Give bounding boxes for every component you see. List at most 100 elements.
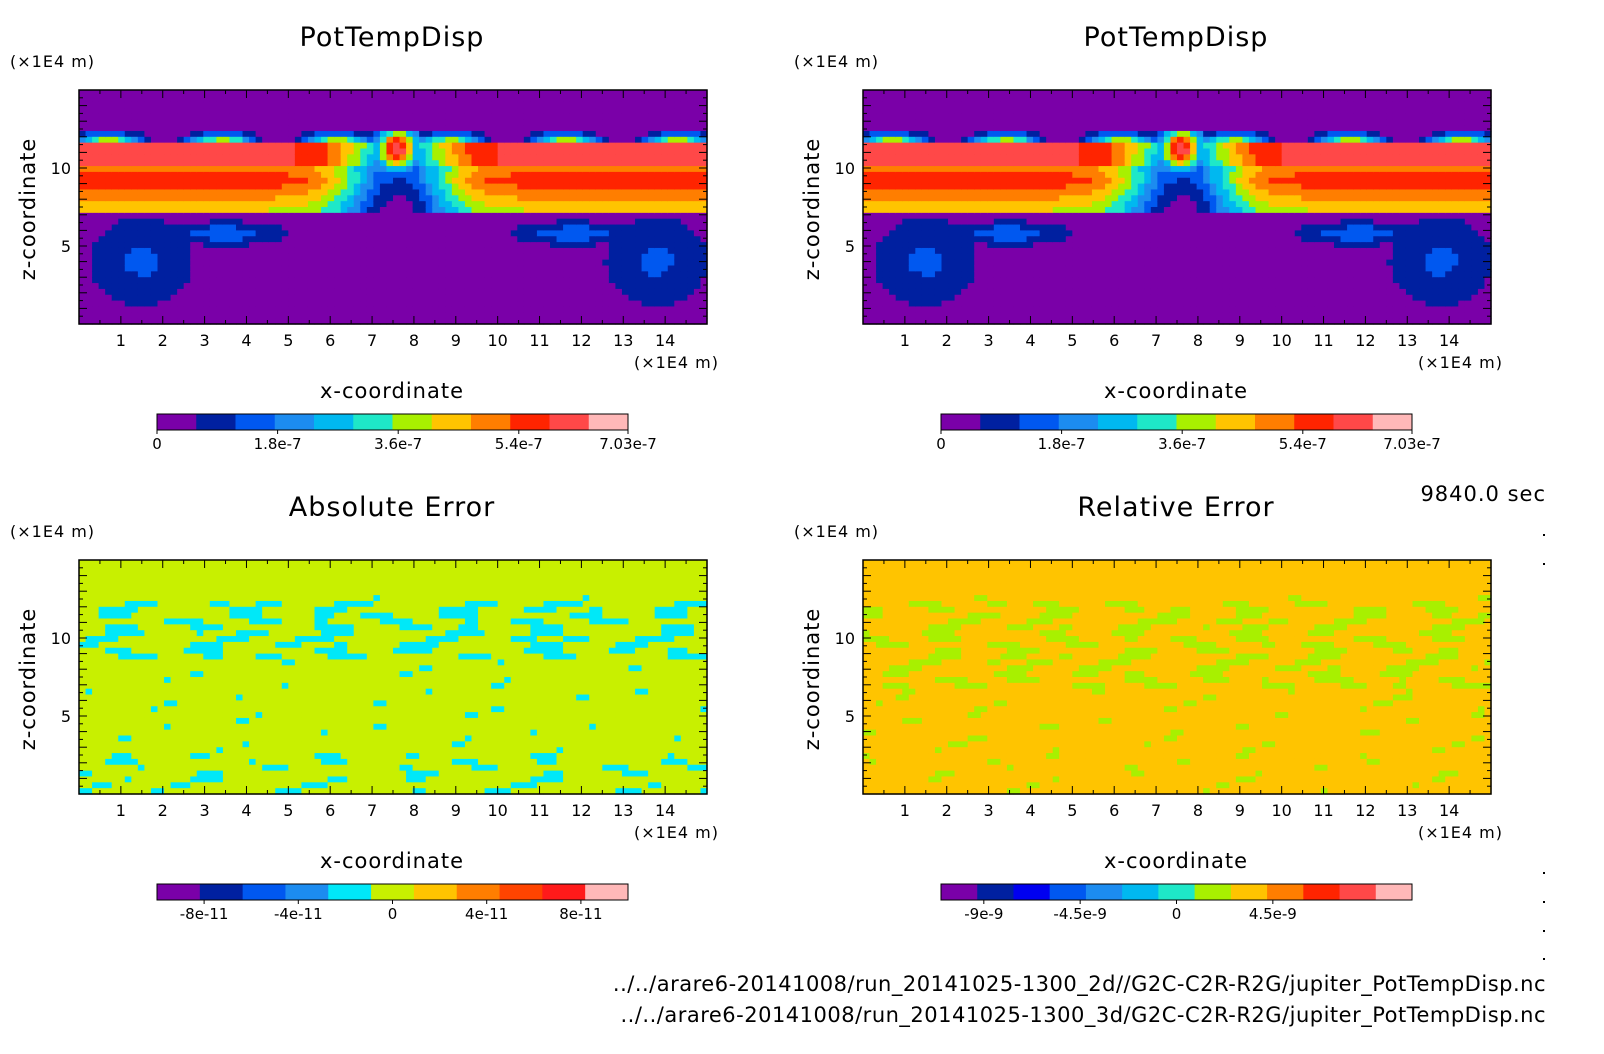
heatmap-cell [425, 236, 433, 243]
heatmap-cell [236, 312, 244, 319]
heatmap-cell [941, 166, 949, 173]
heatmap-cell [948, 306, 956, 313]
heatmap-cell [941, 212, 949, 220]
heatmap-cell [216, 259, 224, 267]
heatmap-cell [628, 101, 636, 109]
heatmap-cell [491, 189, 499, 196]
heatmap-cell [876, 265, 884, 272]
heatmap-cell [863, 212, 871, 220]
heatmap-cell [635, 253, 643, 261]
heatmap-cell [301, 218, 309, 226]
heatmap-cell [327, 148, 335, 155]
heatmap-cell [928, 171, 936, 179]
heatmap-cell [85, 148, 93, 155]
heatmap-cell [464, 166, 473, 173]
heatmap-cell [222, 207, 231, 214]
heatmap-cell [948, 189, 956, 196]
heatmap-cell [895, 119, 903, 126]
heatmap-cell [137, 107, 146, 114]
heatmap-cell [961, 259, 969, 267]
heatmap-cell [137, 160, 146, 167]
heatmap-cell [980, 212, 988, 220]
heatmap-cell [242, 154, 250, 161]
heatmap-cell [288, 318, 296, 325]
heatmap-cell [464, 283, 473, 290]
heatmap-cell [190, 166, 198, 173]
heatmap-cell [563, 107, 571, 114]
heatmap-cell [445, 160, 453, 167]
heatmap-cell [347, 271, 355, 278]
heatmap-cell [948, 253, 956, 261]
heatmap-cell [550, 177, 558, 185]
heatmap-cell [307, 136, 316, 144]
heatmap-cell [137, 95, 146, 103]
x-tick-label: 10 [487, 331, 507, 350]
heatmap-cell [921, 230, 930, 237]
heatmap-cell [281, 154, 289, 161]
heatmap-cell [340, 224, 348, 231]
heatmap-cell [157, 242, 165, 249]
heatmap-cell [915, 142, 923, 150]
heatmap-cell [876, 101, 884, 109]
heatmap-cell [170, 300, 178, 308]
heatmap-cell [621, 154, 630, 161]
heatmap-cell [993, 130, 1001, 138]
heatmap-cell [1020, 207, 1028, 214]
heatmap-cell [379, 195, 388, 202]
heatmap-cell [111, 294, 119, 302]
heatmap-cell [928, 283, 936, 290]
heatmap-cell [517, 95, 525, 103]
heatmap-cell [1013, 136, 1021, 144]
heatmap-cell [510, 300, 518, 308]
heatmap-cell [334, 306, 342, 313]
heatmap-cell [327, 288, 335, 296]
heatmap-cell [177, 183, 185, 191]
heatmap-cell [327, 142, 335, 150]
heatmap-cell [635, 247, 643, 255]
heatmap-cell [222, 242, 231, 249]
heatmap-cell [242, 312, 250, 319]
heatmap-cell [131, 177, 139, 185]
heatmap-cell [386, 201, 394, 208]
heatmap-cell [406, 160, 414, 167]
heatmap-cell [327, 318, 335, 325]
heatmap-cell [941, 113, 949, 120]
heatmap-cell [209, 136, 217, 144]
heatmap-cell [961, 130, 969, 138]
heatmap-cell [458, 183, 466, 191]
heatmap-cell [406, 101, 414, 109]
heatmap-cell [961, 306, 969, 313]
heatmap-cell [92, 224, 100, 231]
heatmap-cell [340, 142, 348, 150]
heatmap-cell [111, 125, 119, 132]
heatmap-cell [242, 136, 250, 144]
heatmap-cell [183, 160, 191, 167]
heatmap-cell [360, 265, 368, 272]
heatmap-cell [98, 277, 106, 284]
heatmap-cell [288, 236, 296, 243]
heatmap-cell [478, 107, 486, 114]
heatmap-cell [340, 277, 348, 284]
heatmap-cell [301, 171, 309, 179]
heatmap-cell [648, 236, 656, 243]
heatmap-cell [569, 154, 577, 161]
heatmap-cell [915, 259, 923, 267]
heatmap-cell [79, 300, 87, 308]
heatmap-cell [85, 160, 93, 167]
heatmap-cell [98, 125, 106, 132]
heatmap-cell [869, 125, 877, 132]
heatmap-cell [373, 101, 381, 109]
heatmap-cell [700, 183, 708, 191]
heatmap-cell [915, 113, 923, 120]
heatmap-cell [902, 154, 910, 161]
heatmap-cell [648, 312, 656, 319]
heatmap-cell [294, 230, 303, 237]
heatmap-cell [111, 195, 119, 202]
heatmap-cell [262, 119, 270, 126]
heatmap-cell [288, 136, 296, 144]
heatmap-cell [928, 107, 936, 114]
heatmap-cell [105, 253, 113, 261]
heatmap-cell [445, 171, 453, 179]
heatmap-cell [1006, 136, 1015, 144]
heatmap-cell [294, 195, 303, 202]
